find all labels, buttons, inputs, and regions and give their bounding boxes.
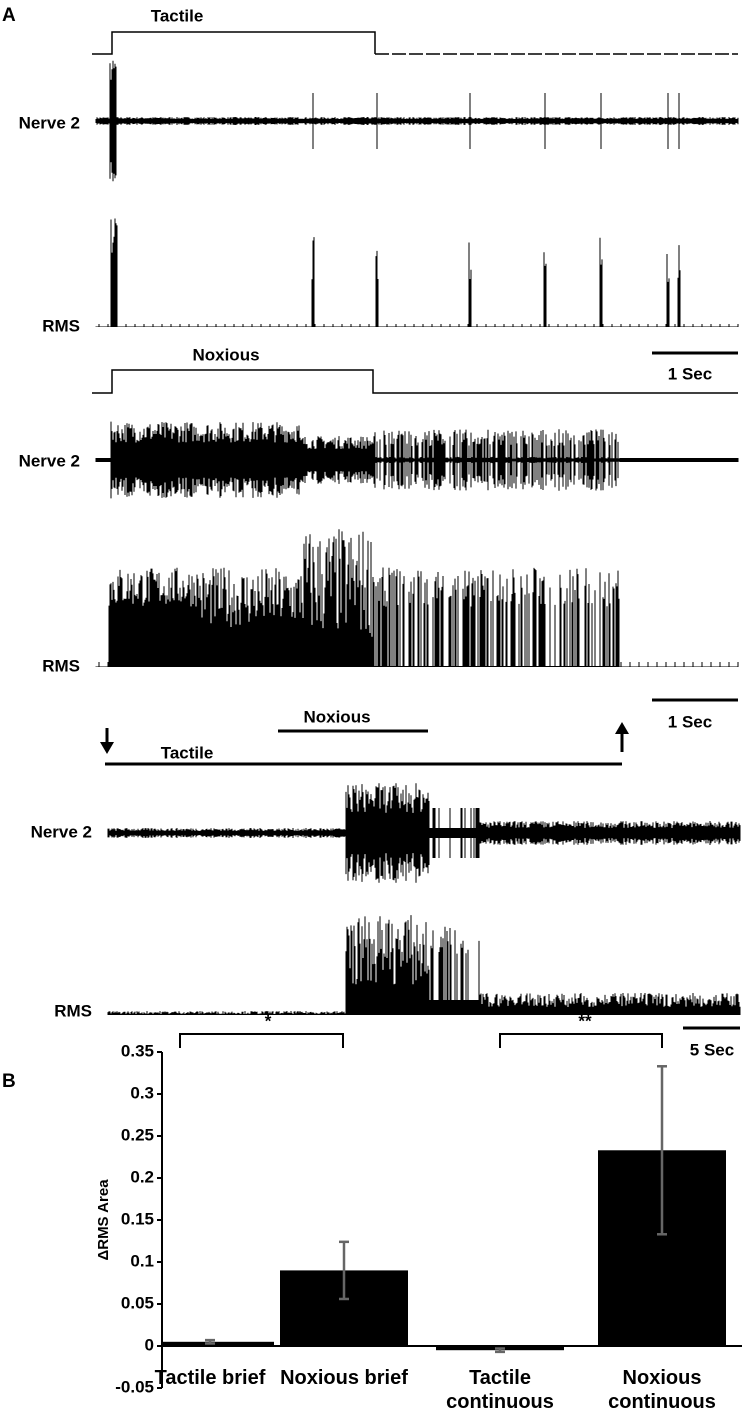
scale-bar-label: 1 Sec — [668, 364, 712, 383]
x-tick-label: Noxious continuous — [608, 1367, 716, 1413]
arrow-down — [100, 742, 114, 754]
y-tick-label: 0.2 — [130, 1167, 154, 1186]
bar — [163, 1341, 274, 1346]
stimulus-label: Noxious — [303, 707, 370, 726]
scale-bar-label: 5 Sec — [690, 1040, 734, 1059]
error-bar — [657, 1065, 667, 1236]
y-tick-label: 0.15 — [121, 1209, 154, 1228]
significance-brackets — [179, 1033, 663, 1048]
y-tick-label: 0 — [145, 1335, 154, 1354]
scale-bar-label: 1 Sec — [668, 712, 712, 731]
y-tick-label: 0.1 — [130, 1251, 154, 1270]
error-bar — [339, 1240, 349, 1301]
stimulus-label: Noxious — [192, 345, 259, 364]
channel-label: Nerve 2 — [31, 822, 92, 841]
channel-label: RMS — [42, 656, 80, 675]
y-tick-label: 0.3 — [130, 1083, 154, 1102]
error-bar — [495, 1347, 505, 1354]
y-tick-label: 0.35 — [121, 1041, 154, 1060]
trace — [95, 60, 739, 182]
y-tick-label: 0.25 — [121, 1125, 154, 1144]
stimulus-label: Tactile — [151, 6, 204, 25]
panel-label: A — [2, 5, 16, 26]
error-bar — [205, 1338, 215, 1345]
x-tick-label: Noxious brief — [280, 1367, 408, 1389]
stimulus-label: Tactile — [161, 743, 214, 762]
y-axis-label: ΔRMS Area — [95, 1179, 112, 1261]
x-tick-label: Tactile brief — [154, 1367, 266, 1389]
trace — [107, 783, 741, 883]
trace — [95, 218, 739, 327]
stimulus-lines — [92, 31, 740, 1030]
channel-label: RMS — [54, 1001, 92, 1020]
x-tick-label: Tactile continuous — [446, 1367, 554, 1413]
y-tick-label: 0.05 — [121, 1293, 154, 1312]
trace — [95, 529, 739, 667]
significance: ** — [578, 1011, 592, 1030]
significance: * — [265, 1011, 272, 1030]
panel-label: B — [2, 1071, 16, 1092]
channel-label: Nerve 2 — [19, 451, 80, 470]
trace — [95, 421, 739, 499]
arrow-up — [615, 722, 629, 734]
trace — [107, 915, 741, 1015]
y-tick-label: -0.05 — [115, 1377, 154, 1396]
channel-label: RMS — [42, 316, 80, 335]
channel-label: Nerve 2 — [19, 113, 80, 132]
